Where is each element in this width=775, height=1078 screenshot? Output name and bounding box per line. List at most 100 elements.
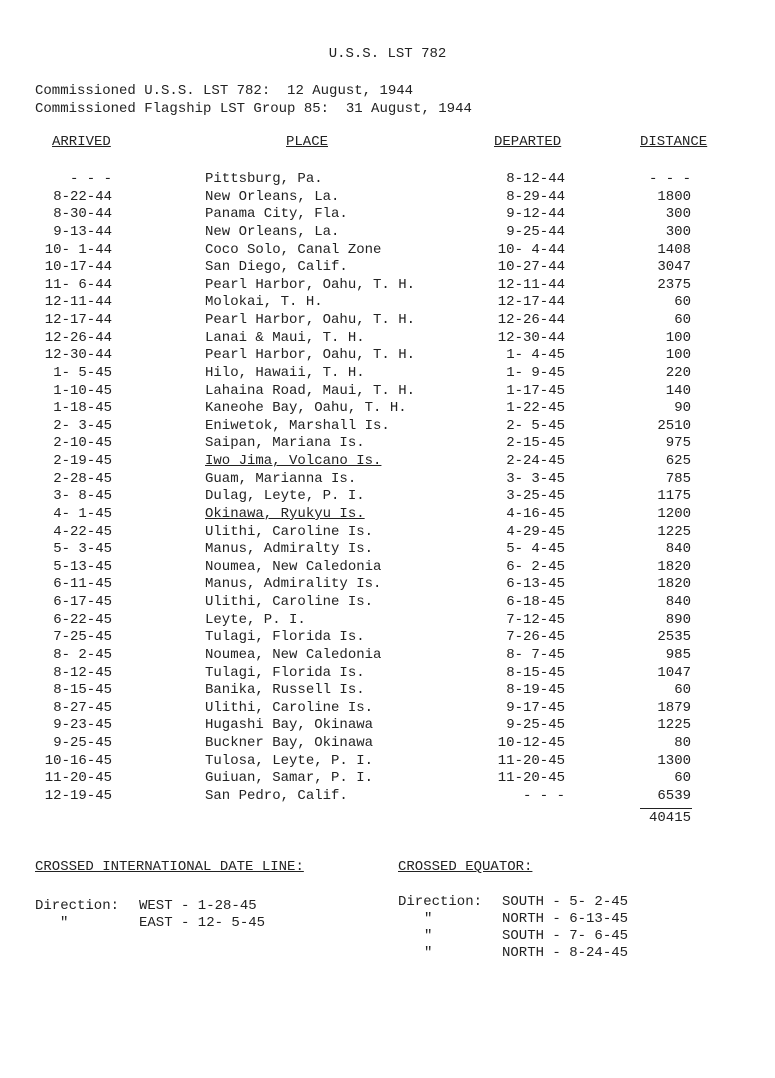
place-cell: Tulagi, Florida Is. <box>205 664 365 681</box>
table-row: 2-10-45 Saipan, Mariana Is. 2-15-45 975 <box>0 435 775 453</box>
table-row: 8-30-44 Panama City, Fla. 9-12-44 300 <box>0 206 775 224</box>
distance-cell: 1300 <box>657 752 691 769</box>
departed-cell: 8-12-44 <box>506 171 565 187</box>
table-row: 11- 6-44 Pearl Harbor, Oahu, T. H. 12-11-4… <box>0 277 775 295</box>
table-row: 2-19-45 Iwo Jima, Volcano Is. 2-24-45 625 <box>0 453 775 471</box>
distance-cell: 140 <box>665 382 691 399</box>
departed-cell: 4-16-45 <box>506 505 565 522</box>
arrived-cell: 5-13-45 <box>53 558 112 575</box>
date-line-ditto: " <box>60 915 69 931</box>
distance-cell: 60 <box>674 294 691 311</box>
table-row: 5-13-45 Noumea, New Caledonia 6- 2-45 1820 <box>0 559 775 577</box>
arrived-cell: 5- 3-45 <box>53 541 112 558</box>
departed-cell: 8-29-44 <box>506 188 565 205</box>
departed-cell: - - - <box>522 787 565 804</box>
distance-cell: 1225 <box>657 717 691 734</box>
departed-cell: 6-18-45 <box>506 594 565 610</box>
distance-cell: 60 <box>674 312 691 328</box>
equator-entry: SOUTH - 5- 2-45 <box>502 894 629 910</box>
place-cell: Tulosa, Leyte, P. I. <box>205 752 374 769</box>
table-row: 8-22-44 New Orleans, La. 8-29-44 1800 <box>0 189 775 207</box>
arrived-cell: 4- 1-45 <box>53 505 112 522</box>
table-row: 7-25-45 Tulagi, Florida Is. 7-26-45 2535 <box>0 629 775 647</box>
place-cell: Coco Solo, Canal Zone <box>205 241 382 258</box>
departed-cell: 9-12-44 <box>506 206 565 223</box>
table-row: 9-13-44 New Orleans, La. 9-25-44 300 <box>0 224 775 242</box>
itinerary-table: - - - Pittsburg, Pa. 8-12-44- - -8-22-44 Ne… <box>0 171 775 806</box>
departed-cell: 5- 4-45 <box>506 541 565 558</box>
equator-heading: CROSSED EQUATOR: <box>398 859 533 875</box>
arrived-cell: 8-12-45 <box>53 664 112 681</box>
distance-cell: 2510 <box>657 417 691 434</box>
place-cell: Hilo, Hawaii, T. H. <box>205 364 365 381</box>
table-row: 6-17-45 Ulithi, Caroline Is. 6-18-45 840 <box>0 594 775 612</box>
distance-cell: 220 <box>665 364 691 381</box>
departed-cell: 2- 5-45 <box>506 417 565 434</box>
table-row: 12-30-44 Pearl Harbor, Oahu, T. H. 1- 4-45… <box>0 347 775 365</box>
distance-cell: 1047 <box>657 664 691 681</box>
place-cell: Saipan, Mariana Is. <box>205 435 365 452</box>
departed-cell: 12-26-44 <box>497 312 565 328</box>
distance-cell: 60 <box>674 770 691 787</box>
arrived-cell: 9-13-44 <box>53 223 112 240</box>
total-rule <box>640 808 692 809</box>
table-row: 12-17-44 Pearl Harbor, Oahu, T. H. 12-26-4… <box>0 312 775 330</box>
table-row: 2- 3-45 Eniwetok, Marshall Is. 2- 5-45 2510 <box>0 418 775 436</box>
departed-cell: 8-15-45 <box>506 664 565 681</box>
place-cell: Guam, Marianna Is. <box>205 470 357 487</box>
place-cell: Manus, Admirality Is. <box>205 576 382 593</box>
distance-cell: 60 <box>674 682 691 699</box>
arrived-cell: 12-19-45 <box>44 787 112 804</box>
departed-cell: 12-17-44 <box>497 294 565 311</box>
arrived-cell: 9-23-45 <box>53 717 112 734</box>
table-row: 2-28-45 Guam, Marianna Is. 3- 3-45 785 <box>0 471 775 489</box>
place-cell: Manus, Admiralty Is. <box>205 541 374 558</box>
date-line-entry: WEST - 1-28-45 <box>139 898 257 914</box>
table-row: 9-23-45 Hugashi Bay, Okinawa 9-25-45 1225 <box>0 717 775 735</box>
place-cell: Pearl Harbor, Oahu, T. H. <box>205 312 416 328</box>
place-cell: Iwo Jima, Volcano Is. <box>205 453 382 469</box>
table-row: 12-11-44 Molokai, T. H. 12-17-44 60 <box>0 294 775 312</box>
arrived-cell: 6-22-45 <box>53 611 112 628</box>
table-row: 1- 5-45 Hilo, Hawaii, T. H. 1- 9-45 220 <box>0 365 775 383</box>
table-row: 4- 1-45 Okinawa, Ryukyu Is. 4-16-45 1200 <box>0 506 775 524</box>
table-row: 6-22-45 Leyte, P. I. 7-12-45 890 <box>0 612 775 630</box>
table-row: 1-18-45 Kaneohe Bay, Oahu, T. H. 1-22-45 90 <box>0 400 775 418</box>
departed-cell: 6-13-45 <box>506 576 565 593</box>
place-cell: Ulithi, Caroline Is. <box>205 699 374 716</box>
table-row: 10-16-45 Tulosa, Leyte, P. I. 11-20-45 1300 <box>0 753 775 771</box>
date-line-label: Direction: <box>35 898 120 914</box>
arrived-cell: 9-25-45 <box>53 735 112 751</box>
distance-cell: 300 <box>665 223 691 240</box>
departed-cell: 8-19-45 <box>506 682 565 699</box>
table-row: 12-26-44 Lanai & Maui, T. H. 12-30-44 100 <box>0 330 775 348</box>
distance-cell: 2535 <box>657 629 691 646</box>
place-cell: Eniwetok, Marshall Is. <box>205 417 390 434</box>
equator-entry: NORTH - 6-13-45 <box>502 911 629 927</box>
commissioned-line: Commissioned U.S.S. LST 782: 12 August, … <box>35 83 414 99</box>
table-row: 4-22-45 Ulithi, Caroline Is. 4-29-45 1225 <box>0 524 775 542</box>
header-departed: DEPARTED <box>494 134 562 150</box>
departed-cell: 1-17-45 <box>506 382 565 399</box>
distance-cell: 100 <box>665 329 691 346</box>
departed-cell: 3-25-45 <box>506 488 565 505</box>
place-cell: Guiuan, Samar, P. I. <box>205 770 374 787</box>
distance-cell: 975 <box>665 435 691 452</box>
arrived-cell: 7-25-45 <box>53 629 112 646</box>
table-row: 11-20-45 Guiuan, Samar, P. I. 11-20-45 60 <box>0 770 775 788</box>
arrived-cell: 2-10-45 <box>53 435 112 452</box>
place-cell: Lahaina Road, Maui, T. H. <box>205 382 416 399</box>
arrived-cell: 11-20-45 <box>44 770 112 787</box>
departed-cell: 1- 9-45 <box>506 364 565 381</box>
table-row: 8-15-45 Banika, Russell Is. 8-19-45 60 <box>0 682 775 700</box>
arrived-cell: 10- 1-44 <box>44 241 112 258</box>
distance-cell: 300 <box>665 206 691 223</box>
table-row: 5- 3-45 Manus, Admiralty Is. 5- 4-45 840 <box>0 541 775 559</box>
place-cell: Pittsburg, Pa. <box>205 171 323 187</box>
distance-cell: 90 <box>674 400 691 417</box>
departed-cell: 7-12-45 <box>506 611 565 628</box>
arrived-cell: 3- 8-45 <box>53 488 112 505</box>
distance-cell: 1800 <box>657 188 691 205</box>
distance-cell: 890 <box>665 611 691 628</box>
departed-cell: 1- 4-45 <box>506 347 565 364</box>
